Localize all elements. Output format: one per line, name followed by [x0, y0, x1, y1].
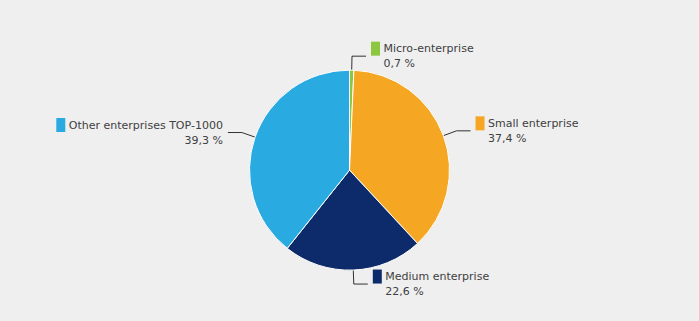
svg-text:22,6 %: 22,6 %	[385, 285, 423, 298]
svg-text:39,3 %: 39,3 %	[184, 134, 222, 147]
svg-text:Other enterprises TOP-1000: Other enterprises TOP-1000	[69, 119, 223, 132]
svg-text:Medium enterprise: Medium enterprise	[385, 270, 489, 283]
svg-text:Small enterprise: Small enterprise	[488, 117, 579, 130]
svg-text:0,7 %: 0,7 %	[384, 57, 415, 70]
svg-text:Micro-enterprise: Micro-enterprise	[384, 42, 474, 55]
svg-text:37,4 %: 37,4 %	[488, 132, 526, 145]
